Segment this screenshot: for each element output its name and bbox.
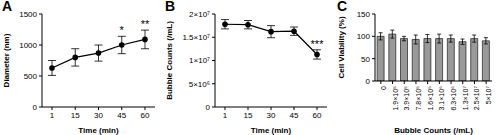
svg-text:**: ** bbox=[141, 18, 150, 30]
svg-text:0: 0 bbox=[206, 103, 211, 112]
svg-text:1×10⁷: 1×10⁷ bbox=[189, 56, 210, 65]
svg-text:Diameter (nm): Diameter (nm) bbox=[8, 33, 11, 87]
svg-text:2.5×10⁷: 2.5×10⁷ bbox=[473, 86, 480, 111]
svg-text:0: 0 bbox=[366, 77, 371, 86]
svg-text:1000: 1000 bbox=[19, 41, 37, 50]
svg-text:Cell Viability (%): Cell Viability (%) bbox=[337, 16, 346, 78]
svg-text:Bubble Counts (/mL): Bubble Counts (/mL) bbox=[165, 21, 174, 100]
svg-text:150: 150 bbox=[357, 10, 371, 19]
svg-text:*: * bbox=[120, 24, 125, 36]
svg-text:1.5×10⁷: 1.5×10⁷ bbox=[182, 33, 210, 42]
svg-text:0: 0 bbox=[380, 86, 387, 90]
svg-text:30: 30 bbox=[94, 111, 103, 120]
svg-text:1500: 1500 bbox=[19, 10, 37, 19]
svg-text:3.1×10⁶: 3.1×10⁶ bbox=[438, 86, 445, 111]
svg-text:1: 1 bbox=[50, 111, 55, 120]
svg-text:0: 0 bbox=[33, 103, 38, 112]
svg-text:Time (min): Time (min) bbox=[251, 126, 292, 135]
svg-text:500: 500 bbox=[24, 72, 38, 81]
svg-text:Bubble Counts (/mL): Bubble Counts (/mL) bbox=[394, 126, 473, 135]
svg-text:15: 15 bbox=[244, 111, 253, 120]
svg-text:15: 15 bbox=[71, 111, 80, 120]
svg-text:45: 45 bbox=[117, 111, 126, 120]
svg-text:50: 50 bbox=[361, 55, 370, 64]
svg-text:30: 30 bbox=[267, 111, 276, 120]
svg-text:Time (min): Time (min) bbox=[78, 126, 119, 135]
svg-text:5×10⁷: 5×10⁷ bbox=[485, 86, 492, 105]
svg-text:1: 1 bbox=[223, 111, 228, 120]
svg-text:100: 100 bbox=[357, 32, 371, 41]
svg-text:1.9×10⁵: 1.9×10⁵ bbox=[392, 86, 399, 111]
svg-text:5×10⁶: 5×10⁶ bbox=[189, 80, 210, 89]
svg-text:60: 60 bbox=[313, 111, 322, 120]
svg-text:3.9×10⁵: 3.9×10⁵ bbox=[403, 86, 410, 111]
svg-text:1.3×10⁷: 1.3×10⁷ bbox=[462, 86, 469, 111]
svg-text:6.3×10⁶: 6.3×10⁶ bbox=[450, 86, 457, 111]
svg-text:1.6×10⁶: 1.6×10⁶ bbox=[427, 86, 434, 111]
svg-text:60: 60 bbox=[141, 111, 150, 120]
svg-text:7.8×10⁵: 7.8×10⁵ bbox=[415, 86, 422, 111]
svg-text:45: 45 bbox=[290, 111, 299, 120]
svg-text:***: *** bbox=[311, 38, 325, 50]
svg-text:2×10⁷: 2×10⁷ bbox=[189, 10, 210, 19]
